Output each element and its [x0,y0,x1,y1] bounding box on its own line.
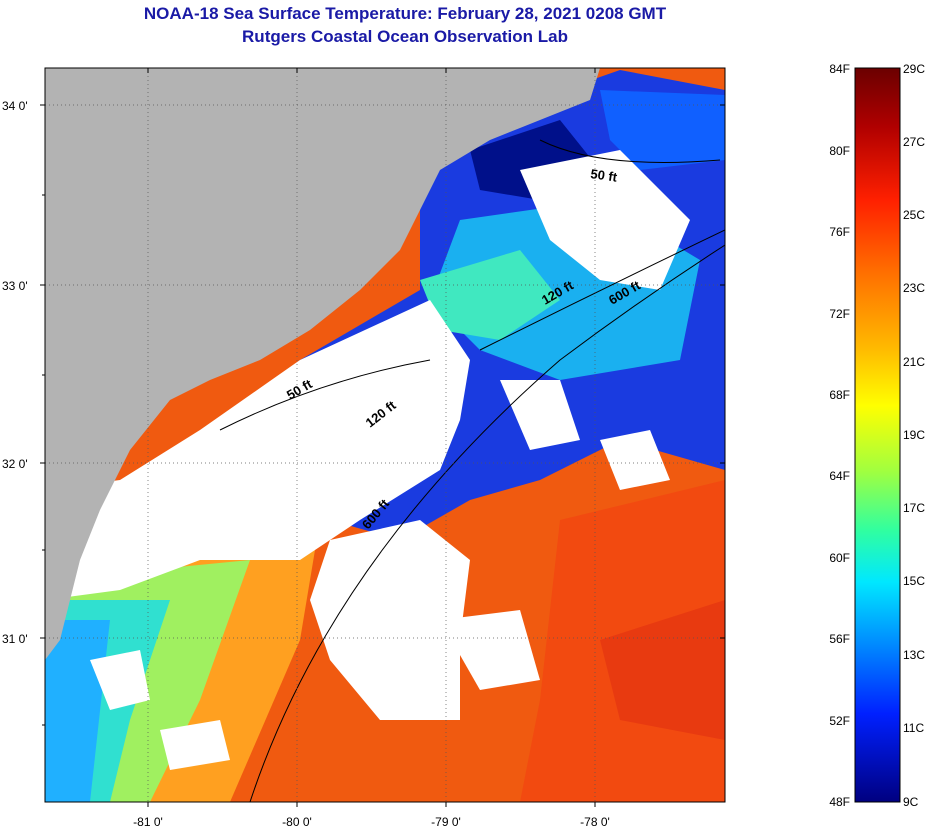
latitude-label: 33 0' [2,279,28,293]
map-subtitle: Rutgers Coastal Ocean Observation Lab [242,27,568,46]
colorbar-celsius-labels: 29C 27C 25C 23C 21C 19C 17C 15C 13C 11C … [903,62,925,809]
colorbar-f-label: 72F [829,307,850,321]
contour-line-120ft [479,229,725,351]
longitude-label: -78 0' [580,815,610,829]
longitude-label: -80 0' [282,815,312,829]
latitude-label: 32 0' [2,457,28,471]
graticule [45,68,725,802]
colorbar-fahrenheit-labels: 84F 80F 76F 72F 68F 64F 60F 56F 52F 48F [829,62,850,809]
contour-line-600ft [249,244,725,802]
colorbar-c-label: 9C [903,795,919,809]
longitude-label: -81 0' [133,815,163,829]
colorbar-f-label: 84F [829,62,850,76]
colorbar-c-label: 17C [903,501,925,515]
colorbar-c-label: 25C [903,208,925,222]
colorbar-c-label: 13C [903,648,925,662]
colorbar-c-label: 27C [903,135,925,149]
colorbar-f-label: 52F [829,714,850,728]
map-frame [44,67,726,803]
colorbar-f-label: 76F [829,225,850,239]
colorbar-f-label: 48F [829,795,850,809]
axis-ticks [40,68,725,807]
colorbar-c-label: 19C [903,428,925,442]
colorbar-c-label: 23C [903,281,925,295]
map-area: 50 ft 120 ft 600 ft 50 ft 120 ft 600 ft [45,68,725,802]
contour-label: 50 ft [590,166,619,185]
colorbar-f-label: 64F [829,469,850,483]
colorbar-c-label: 21C [903,355,925,369]
colorbar-f-label: 60F [829,551,850,565]
colorbar [854,67,901,803]
contour-line-50ft-south [219,359,431,431]
longitude-label: -79 0' [431,815,461,829]
contour-line-50ft [539,139,721,163]
colorbar-f-label: 68F [829,388,850,402]
map-title: NOAA-18 Sea Surface Temperature: Februar… [143,4,667,23]
latitude-label: 31 0' [2,632,28,646]
latitude-label: 34 0' [2,99,28,113]
colorbar-c-label: 15C [903,574,925,588]
colorbar-f-label: 80F [829,144,850,158]
colorbar-f-label: 56F [829,632,850,646]
land-region [45,68,600,660]
colorbar-c-label: 29C [903,62,925,76]
colorbar-c-label: 11C [903,721,924,735]
